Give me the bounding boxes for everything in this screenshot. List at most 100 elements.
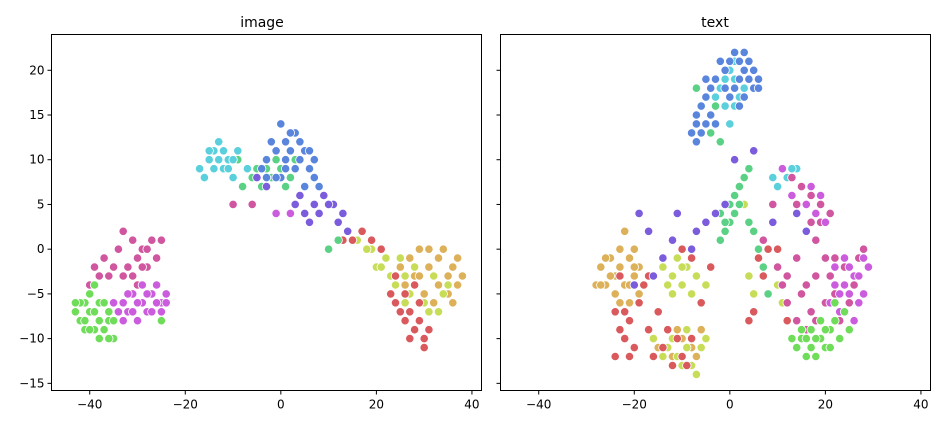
data-point xyxy=(787,190,797,201)
data-point xyxy=(768,173,778,183)
data-point xyxy=(806,182,816,192)
data-point xyxy=(228,173,238,183)
data-point xyxy=(854,271,864,281)
data-point xyxy=(806,190,816,201)
data-point xyxy=(744,164,754,174)
data-point xyxy=(419,333,429,344)
data-point xyxy=(691,110,702,120)
data-point xyxy=(801,333,811,344)
data-point xyxy=(682,325,692,335)
y-tick-label: −10 xyxy=(19,332,44,346)
data-point xyxy=(739,83,749,93)
data-point xyxy=(629,342,639,353)
data-point xyxy=(109,262,119,272)
x-tick-label: −20 xyxy=(622,398,647,412)
data-point xyxy=(782,298,792,308)
data-point xyxy=(195,164,205,174)
data-point xyxy=(811,271,821,281)
data-point xyxy=(734,199,745,209)
data-point xyxy=(290,199,300,209)
data-point xyxy=(792,199,802,209)
data-point xyxy=(667,360,678,371)
data-point xyxy=(787,333,797,344)
data-point xyxy=(801,351,811,362)
data-point xyxy=(228,199,238,209)
data-point xyxy=(89,262,100,272)
data-point xyxy=(696,325,706,335)
data-point xyxy=(109,316,119,326)
data-point xyxy=(261,182,272,192)
data-point xyxy=(304,217,315,227)
data-point xyxy=(113,307,124,317)
data-point xyxy=(419,289,429,299)
data-point xyxy=(825,208,835,218)
data-point xyxy=(414,316,424,326)
data-point xyxy=(777,280,788,290)
data-point xyxy=(295,137,305,147)
data-point xyxy=(323,199,334,209)
data-point xyxy=(839,280,850,290)
data-point xyxy=(156,307,166,317)
data-point xyxy=(419,342,429,353)
data-point xyxy=(739,92,749,102)
data-point xyxy=(376,244,386,254)
data-point xyxy=(753,244,764,254)
data-point xyxy=(830,280,840,290)
data-point xyxy=(739,65,749,75)
data-point xyxy=(271,173,281,183)
data-point xyxy=(271,155,281,165)
data-point xyxy=(280,155,291,165)
y-tick-label: 5 xyxy=(37,197,45,211)
data-point xyxy=(658,342,668,353)
data-point xyxy=(715,56,725,66)
x-tick-label: −20 xyxy=(173,398,198,412)
data-point xyxy=(710,74,721,84)
data-point xyxy=(772,182,783,192)
data-point xyxy=(753,83,764,93)
axes-text: −40 −20 0 20 40 xyxy=(496,69,929,412)
data-point xyxy=(806,325,816,335)
data-point xyxy=(739,173,749,183)
data-point xyxy=(424,307,434,317)
data-point xyxy=(830,253,840,263)
data-point xyxy=(844,325,854,335)
data-point xyxy=(448,262,458,272)
data-point xyxy=(749,65,759,75)
y-tick-label: 0 xyxy=(37,242,45,256)
data-point xyxy=(596,280,606,290)
data-point xyxy=(701,119,711,129)
data-point xyxy=(142,289,152,299)
data-point xyxy=(820,253,831,263)
data-point xyxy=(648,271,659,281)
data-point xyxy=(620,307,630,317)
data-point xyxy=(749,289,759,299)
data-point xyxy=(409,325,420,335)
data-point xyxy=(706,128,716,138)
data-point xyxy=(739,47,749,58)
data-point xyxy=(835,333,845,344)
data-point xyxy=(701,74,711,84)
plot-frame-image xyxy=(51,34,482,391)
data-point xyxy=(333,217,343,227)
data-point xyxy=(768,199,778,209)
data-point xyxy=(672,325,682,335)
panel-text: text −40 −20 0 20 40 xyxy=(496,15,931,412)
data-point xyxy=(854,298,864,308)
data-point xyxy=(338,208,348,218)
data-point xyxy=(758,235,768,245)
data-point xyxy=(199,173,209,183)
data-point xyxy=(257,164,267,174)
data-point xyxy=(849,316,859,326)
data-point xyxy=(343,226,353,236)
data-point xyxy=(395,262,405,272)
data-point xyxy=(104,271,114,281)
data-point xyxy=(643,226,654,236)
data-point xyxy=(94,316,104,326)
data-point xyxy=(309,199,319,209)
data-point xyxy=(85,325,95,335)
data-point xyxy=(323,244,334,254)
data-point xyxy=(658,351,668,362)
data-point xyxy=(280,182,291,192)
data-point xyxy=(610,289,620,299)
